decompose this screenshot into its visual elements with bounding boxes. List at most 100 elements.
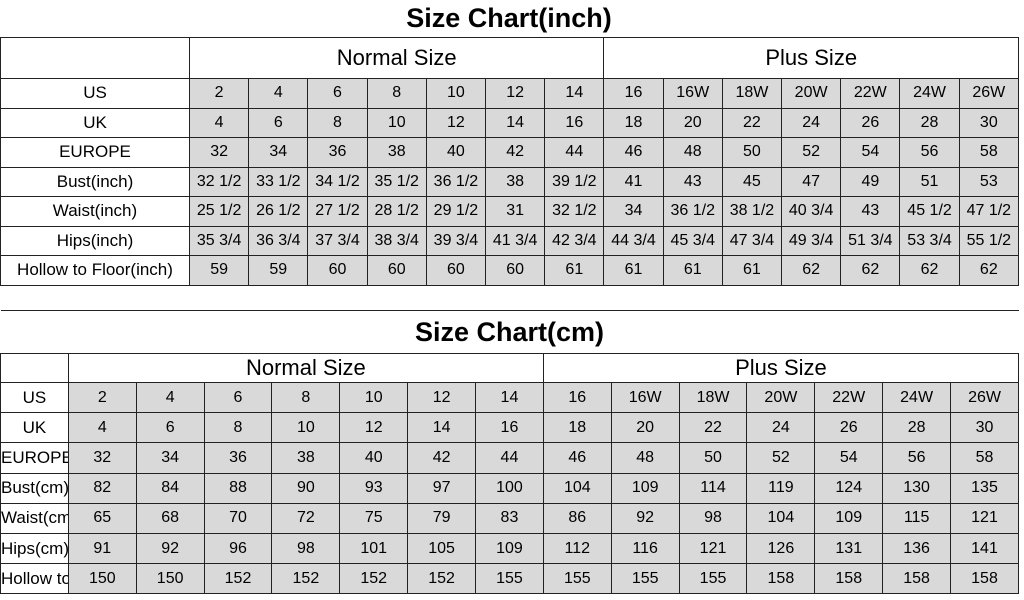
size-value-cell: 91 bbox=[67, 532, 137, 565]
size-value-cell: 38 bbox=[366, 137, 427, 168]
size-value-cell: 60 bbox=[485, 255, 546, 286]
size-value-cell: 46 bbox=[603, 137, 664, 168]
size-value-cell: 45 bbox=[721, 166, 783, 197]
size-value-cell: 112 bbox=[542, 532, 612, 565]
size-value-cell: 39 1/2 bbox=[544, 166, 605, 197]
size-value-cell: 90 bbox=[271, 472, 341, 504]
size-value-cell: 24 bbox=[746, 412, 816, 444]
size-value-cell: 70 bbox=[203, 502, 273, 534]
size-value-cell: 48 bbox=[610, 442, 680, 474]
size-value-cell: 20 bbox=[662, 107, 723, 138]
size-value-cell: 136 bbox=[882, 532, 952, 565]
size-value-cell: 16 bbox=[603, 78, 664, 109]
size-value-cell: 135 bbox=[950, 472, 1019, 504]
size-value-cell: 38 3/4 bbox=[366, 225, 427, 256]
size-chart-cm-table: Size Chart(cm) Normal Size Plus Size US 2 4 6… bbox=[0, 310, 1020, 595]
size-value-cell: 22 bbox=[678, 412, 748, 444]
size-value-cell: 83 bbox=[475, 502, 544, 534]
size-value-cell: 152 bbox=[203, 563, 273, 595]
size-value-cell: 59 bbox=[248, 255, 309, 286]
size-value-cell: 75 bbox=[339, 502, 409, 534]
size-value-cell: 100 bbox=[475, 472, 544, 504]
size-value-cell: 27 1/2 bbox=[307, 196, 368, 227]
plus-size-header: Plus Size bbox=[542, 353, 1020, 383]
table-row: Waist(inch) 25 1/2 26 1/2 27 1/2 28 1/2 29 1/… bbox=[0, 196, 1020, 227]
size-value-cell: 58 bbox=[958, 137, 1020, 168]
size-value-cell: 150 bbox=[67, 563, 137, 595]
size-value-cell: 53 3/4 bbox=[899, 225, 960, 256]
table-row: US 2 4 6 8 10 12 14 16 16W 18W 20W 22W 24W 26W bbox=[0, 78, 1020, 109]
size-value-cell: 54 bbox=[840, 137, 901, 168]
size-chart-inch-table: Normal Size Plus Size US 2 4 6 8 10 12 14 16 16W 18W… bbox=[0, 37, 1020, 286]
size-value-cell: 51 bbox=[899, 166, 960, 197]
size-value-cell: 34 bbox=[135, 442, 205, 474]
size-value-cell: 8 bbox=[203, 412, 273, 444]
size-value-cell: 40 3/4 bbox=[781, 196, 842, 227]
size-value-cell: 18W bbox=[678, 381, 748, 414]
size-value-cell: 96 bbox=[203, 532, 273, 565]
size-value-cell: 36 1/2 bbox=[425, 166, 487, 197]
size-value-cell: 92 bbox=[135, 532, 205, 565]
size-value-cell: 4 bbox=[67, 412, 137, 444]
size-value-cell: 155 bbox=[610, 563, 680, 595]
size-value-cell: 152 bbox=[407, 563, 477, 595]
size-value-cell: 34 bbox=[603, 196, 664, 227]
size-value-cell: 6 bbox=[135, 412, 205, 444]
size-value-cell: 47 bbox=[781, 166, 842, 197]
size-value-cell: 62 bbox=[958, 255, 1020, 286]
group-header-row: Normal Size Plus Size bbox=[0, 353, 1020, 383]
size-value-cell: 16W bbox=[662, 78, 723, 109]
size-value-cell: 72 bbox=[271, 502, 341, 534]
size-value-cell: 4 bbox=[248, 78, 309, 109]
size-value-cell: 101 bbox=[339, 532, 409, 565]
row-label: Hips(inch) bbox=[0, 225, 190, 256]
size-value-cell: 16 bbox=[544, 107, 605, 138]
size-value-cell: 14 bbox=[475, 381, 544, 414]
size-value-cell: 33 1/2 bbox=[248, 166, 309, 197]
size-value-cell: 22W bbox=[840, 78, 901, 109]
row-label: UK bbox=[0, 412, 69, 444]
size-value-cell: 150 bbox=[135, 563, 205, 595]
size-value-cell: 68 bbox=[135, 502, 205, 534]
size-value-cell: 18W bbox=[721, 78, 783, 109]
size-value-cell: 24 bbox=[781, 107, 842, 138]
size-value-cell: 104 bbox=[746, 502, 816, 534]
size-value-cell: 38 bbox=[485, 166, 546, 197]
size-value-cell: 61 bbox=[544, 255, 605, 286]
size-value-cell: 26W bbox=[950, 381, 1019, 414]
size-value-cell: 52 bbox=[746, 442, 816, 474]
row-label: Waist(inch) bbox=[0, 196, 190, 227]
size-value-cell: 158 bbox=[882, 563, 952, 595]
size-value-cell: 62 bbox=[840, 255, 901, 286]
size-value-cell: 49 bbox=[840, 166, 901, 197]
size-value-cell: 47 3/4 bbox=[721, 225, 783, 256]
size-value-cell: 12 bbox=[485, 78, 546, 109]
normal-size-header: Normal Size bbox=[188, 37, 605, 79]
size-value-cell: 84 bbox=[135, 472, 205, 504]
size-value-cell: 22W bbox=[814, 381, 884, 414]
table-row: Hollow to Floor(cm)150150152152152152155… bbox=[0, 563, 1019, 595]
table-row: Hips(inch) 35 3/4 36 3/4 37 3/4 38 3/4 39 3/4… bbox=[0, 225, 1020, 256]
size-value-cell: 41 3/4 bbox=[485, 225, 546, 256]
size-value-cell: 158 bbox=[746, 563, 816, 595]
size-value-cell: 29 1/2 bbox=[425, 196, 487, 227]
row-label: Bust(cm) bbox=[0, 472, 69, 504]
size-value-cell: 26 1/2 bbox=[248, 196, 309, 227]
row-label: UK bbox=[0, 107, 190, 138]
table-row: Waist(cm)6568707275798386929810410911512… bbox=[0, 502, 1019, 534]
size-value-cell: 141 bbox=[950, 532, 1019, 565]
size-value-cell: 10 bbox=[339, 381, 409, 414]
size-value-cell: 60 bbox=[307, 255, 368, 286]
size-value-cell: 28 1/2 bbox=[366, 196, 427, 227]
size-value-cell: 2 bbox=[188, 78, 250, 109]
size-value-cell: 45 1/2 bbox=[899, 196, 960, 227]
table-row: US 2 4 6 8 10 12 14 16 16W 18W 20W 22W 24W 26W bbox=[0, 381, 1019, 414]
size-value-cell: 43 bbox=[840, 196, 901, 227]
size-value-cell: 104 bbox=[542, 472, 612, 504]
size-value-cell: 12 bbox=[339, 412, 409, 444]
size-value-cell: 47 1/2 bbox=[958, 196, 1020, 227]
row-label: US bbox=[0, 78, 190, 109]
size-value-cell: 88 bbox=[203, 472, 273, 504]
size-value-cell: 50 bbox=[721, 137, 783, 168]
size-value-cell: 37 3/4 bbox=[307, 225, 368, 256]
